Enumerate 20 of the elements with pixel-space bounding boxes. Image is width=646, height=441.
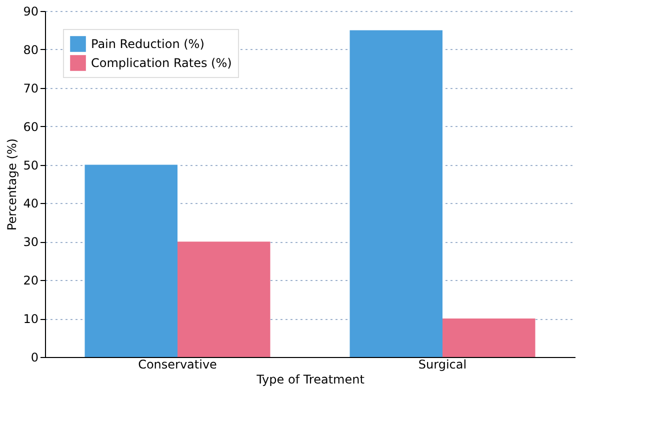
legend-label: Complication Rates (%) bbox=[91, 56, 232, 70]
bar bbox=[84, 164, 178, 357]
y-axis-title: Percentage (%) bbox=[5, 138, 20, 231]
y-tick-label: 60 bbox=[23, 120, 38, 134]
y-tick-label: 70 bbox=[23, 81, 38, 96]
y-tick-label: 90 bbox=[23, 4, 38, 18]
bar bbox=[178, 242, 270, 357]
y-tick-label: 30 bbox=[23, 235, 38, 250]
y-tick-label: 40 bbox=[23, 196, 38, 211]
y-tick-label: 80 bbox=[23, 42, 38, 57]
x-axis-title: Type of Treatment bbox=[256, 372, 365, 386]
y-tick-label: 0 bbox=[30, 350, 38, 364]
y-tick-label: 50 bbox=[23, 158, 38, 172]
legend-label: Pain Reduction (%) bbox=[91, 37, 204, 51]
bar bbox=[350, 30, 442, 357]
x-tick-label: Conservative bbox=[138, 358, 217, 372]
y-tick-label: 20 bbox=[23, 274, 38, 288]
bar bbox=[442, 318, 536, 357]
y-tick-label: 10 bbox=[23, 312, 38, 326]
x-tick-label: Surgical bbox=[418, 358, 467, 372]
